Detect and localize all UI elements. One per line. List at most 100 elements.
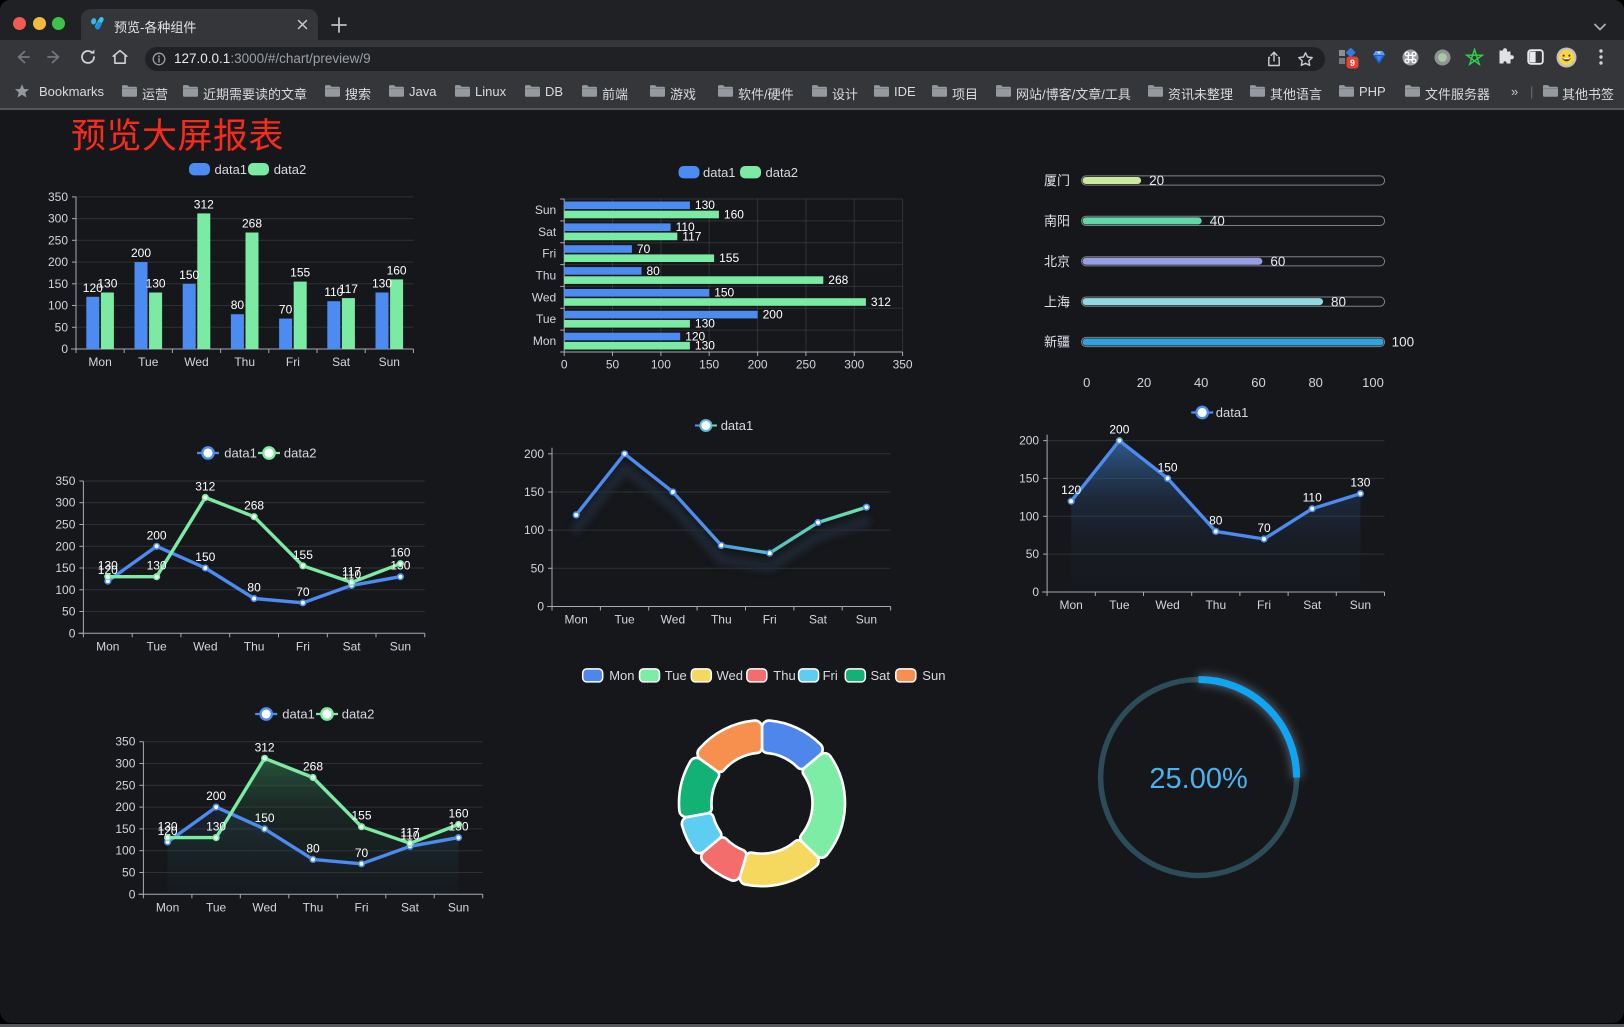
svg-text:350: 350 [48, 190, 68, 204]
svg-text:Sun: Sun [535, 203, 556, 217]
svg-text:50: 50 [606, 358, 620, 372]
svg-text:130: 130 [206, 820, 226, 834]
svg-text:Fri: Fri [296, 639, 310, 653]
svg-text:200: 200 [748, 358, 768, 372]
svg-text:312: 312 [194, 197, 214, 211]
svg-text:70: 70 [355, 846, 369, 860]
svg-text:data1: data1 [215, 162, 248, 177]
svg-text:100: 100 [48, 299, 68, 313]
svg-text:150: 150 [699, 358, 719, 372]
svg-text:250: 250 [48, 233, 68, 247]
svg-text:Sat: Sat [343, 639, 362, 653]
svg-text:Thu: Thu [1205, 598, 1226, 612]
svg-text:Tue: Tue [138, 355, 159, 369]
svg-text:40: 40 [1194, 375, 1208, 390]
svg-text:0: 0 [1032, 585, 1039, 599]
svg-text:Mon: Mon [96, 639, 119, 653]
svg-text:Fri: Fri [823, 668, 838, 683]
svg-text:50: 50 [55, 320, 69, 334]
svg-text:Tue: Tue [1109, 598, 1130, 612]
svg-text:130: 130 [1350, 476, 1370, 490]
svg-text:150: 150 [1019, 471, 1039, 485]
svg-text:200: 200 [48, 255, 68, 269]
svg-text:60: 60 [1251, 375, 1265, 390]
svg-text:150: 150 [714, 286, 734, 300]
svg-text:100: 100 [1019, 509, 1039, 523]
svg-text:Thu: Thu [303, 900, 324, 914]
svg-text:80: 80 [1209, 513, 1223, 527]
svg-text:120: 120 [98, 563, 118, 577]
svg-text:data2: data2 [342, 707, 375, 722]
svg-text:117: 117 [339, 282, 358, 296]
svg-text:312: 312 [195, 480, 215, 494]
svg-text:200: 200 [1109, 423, 1129, 437]
svg-text:Wed: Wed [532, 290, 556, 304]
svg-text:130: 130 [146, 277, 166, 291]
svg-text:Sat: Sat [332, 355, 351, 369]
svg-text:300: 300 [115, 757, 135, 771]
svg-text:Sun: Sun [856, 613, 877, 627]
svg-text:50: 50 [122, 866, 136, 880]
svg-text:130: 130 [147, 559, 167, 573]
svg-text:70: 70 [279, 303, 293, 317]
svg-text:Tue: Tue [536, 312, 557, 326]
svg-text:312: 312 [871, 295, 891, 309]
svg-text:150: 150 [195, 550, 215, 564]
svg-text:268: 268 [303, 760, 323, 774]
svg-text:250: 250 [115, 778, 135, 792]
svg-text:268: 268 [242, 217, 262, 231]
svg-text:200: 200 [1019, 434, 1039, 448]
svg-text:Mon: Mon [609, 668, 634, 683]
svg-text:80: 80 [306, 841, 320, 855]
svg-text:data2: data2 [766, 165, 799, 180]
svg-text:100: 100 [524, 523, 544, 537]
svg-text:100: 100 [1362, 375, 1384, 390]
svg-text:150: 150 [255, 811, 275, 825]
svg-text:150: 150 [48, 277, 68, 291]
svg-text:300: 300 [844, 358, 864, 372]
svg-text:Sat: Sat [538, 225, 557, 239]
svg-text:Fri: Fri [286, 355, 300, 369]
svg-text:Wed: Wed [184, 355, 208, 369]
svg-text:50: 50 [62, 605, 76, 619]
svg-text:60: 60 [1270, 254, 1285, 269]
svg-text:Sat: Sat [401, 900, 420, 914]
svg-text:Mon: Mon [533, 334, 556, 348]
svg-text:160: 160 [387, 263, 407, 277]
svg-text:312: 312 [255, 740, 275, 754]
svg-text:110: 110 [676, 220, 695, 234]
svg-text:70: 70 [637, 242, 651, 256]
svg-text:Sun: Sun [1350, 598, 1371, 612]
svg-text:200: 200 [147, 528, 167, 542]
svg-text:Fri: Fri [355, 900, 369, 914]
svg-text:300: 300 [48, 212, 68, 226]
svg-text:155: 155 [290, 266, 310, 280]
svg-text:50: 50 [531, 561, 545, 575]
svg-text:Thu: Thu [536, 269, 557, 283]
svg-text:0: 0 [129, 887, 136, 901]
svg-text:0: 0 [537, 600, 544, 614]
svg-text:200: 200 [131, 246, 151, 260]
svg-text:Wed: Wed [1155, 598, 1179, 612]
svg-text:100: 100 [651, 358, 671, 372]
svg-text:150: 150 [179, 268, 199, 282]
svg-text:130: 130 [695, 198, 715, 212]
svg-text:厦门: 厦门 [1044, 173, 1070, 188]
svg-text:Sun: Sun [448, 900, 469, 914]
svg-text:200: 200 [524, 447, 544, 461]
svg-text:Thu: Thu [711, 613, 732, 627]
svg-text:上海: 上海 [1044, 294, 1070, 309]
svg-text:160: 160 [724, 207, 744, 221]
svg-text:70: 70 [1257, 521, 1271, 535]
svg-text:120: 120 [83, 281, 103, 295]
svg-text:新疆: 新疆 [1044, 335, 1070, 350]
svg-text:120: 120 [685, 329, 705, 343]
svg-text:Fri: Fri [1257, 598, 1271, 612]
svg-text:Fri: Fri [542, 247, 556, 261]
svg-text:120: 120 [158, 824, 178, 838]
svg-text:350: 350 [115, 735, 135, 749]
svg-text:data2: data2 [284, 446, 317, 461]
svg-text:Mon: Mon [1060, 598, 1083, 612]
svg-text:117: 117 [400, 825, 419, 839]
svg-text:150: 150 [55, 561, 75, 575]
